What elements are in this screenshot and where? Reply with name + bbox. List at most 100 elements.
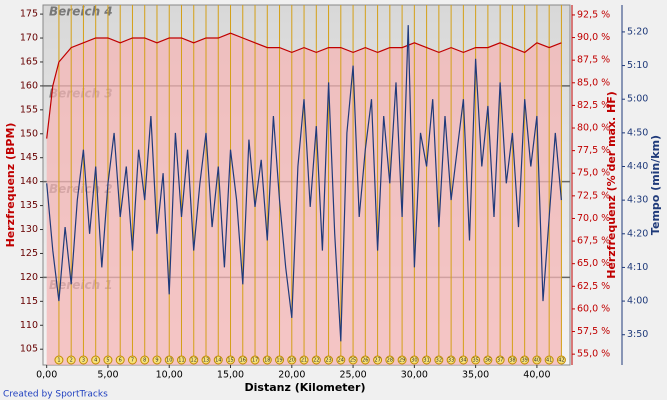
lap-label: 2 xyxy=(70,358,73,364)
x-tick-label: 0,00 xyxy=(36,370,57,381)
lap-label: 24 xyxy=(338,358,344,364)
y2-tick-label: 67,5 % xyxy=(577,236,610,247)
lap-marker xyxy=(458,355,468,365)
lap-label: 42 xyxy=(558,358,564,364)
y-tick-label: 140 xyxy=(20,176,38,187)
lap-marker xyxy=(483,355,493,365)
lap-label: 18 xyxy=(264,358,270,364)
lap-marker xyxy=(507,355,517,365)
lap-label: 9 xyxy=(155,358,158,364)
lap-marker xyxy=(446,355,456,365)
lap-marker xyxy=(78,355,88,365)
lap-label: 13 xyxy=(203,358,209,364)
lap-marker xyxy=(176,355,186,365)
lap-label: 16 xyxy=(240,358,246,364)
lap-label: 3 xyxy=(82,358,85,364)
y2-tick-label: 65,0 % xyxy=(577,258,610,269)
x-tick-label: 20,00 xyxy=(278,370,305,381)
lap-label: 39 xyxy=(521,358,527,364)
lap-marker xyxy=(164,355,174,365)
lap-label: 21 xyxy=(301,358,307,364)
lap-label: 40 xyxy=(534,358,540,364)
lap-marker xyxy=(66,355,76,365)
y3-tick-label: 5:10 xyxy=(627,60,648,71)
y2-tick-label: 92,5 % xyxy=(577,9,610,20)
lap-marker xyxy=(348,355,358,365)
lap-marker xyxy=(422,355,432,365)
y3-tick-label: 4:30 xyxy=(627,195,648,206)
lap-marker xyxy=(152,355,162,365)
y2-tick-label: 82,5 % xyxy=(577,100,610,111)
y3-tick-label: 5:00 xyxy=(627,94,648,105)
y2-tick-label: 55,0 % xyxy=(577,349,610,360)
y2-axis-title: Herzfrequenz (% der max. HF) xyxy=(605,91,618,279)
lap-marker xyxy=(91,355,101,365)
y-axis-title: Herzfrequenz (BPM) xyxy=(4,123,17,248)
lap-label: 27 xyxy=(374,358,380,364)
lap-marker xyxy=(226,355,236,365)
y-tick-label: 125 xyxy=(20,248,38,259)
lap-marker xyxy=(103,355,113,365)
y-tick-label: 150 xyxy=(20,128,38,139)
y2-tick-label: 70,0 % xyxy=(577,213,610,224)
y-tick-label: 165 xyxy=(20,56,38,67)
lap-marker xyxy=(471,355,481,365)
y2-tick-label: 90,0 % xyxy=(577,32,610,43)
lap-label: 37 xyxy=(497,358,503,364)
y3-tick-label: 4:40 xyxy=(627,161,648,172)
lap-marker xyxy=(213,355,223,365)
lap-label: 6 xyxy=(119,358,122,364)
lap-marker xyxy=(262,355,272,365)
lap-label: 29 xyxy=(399,358,405,364)
lap-marker xyxy=(299,355,309,365)
y3-tick-label: 4:00 xyxy=(627,296,648,307)
y2-tick-label: 75,0 % xyxy=(577,168,610,179)
y2-tick-label: 80,0 % xyxy=(577,123,610,134)
lap-label: 41 xyxy=(546,358,552,364)
lap-label: 12 xyxy=(191,358,197,364)
lap-marker xyxy=(250,355,260,365)
lap-label: 15 xyxy=(227,358,233,364)
lap-label: 33 xyxy=(448,358,454,364)
lap-label: 20 xyxy=(289,358,295,364)
y-tick-label: 155 xyxy=(20,104,38,115)
lap-marker xyxy=(324,355,334,365)
lap-label: 22 xyxy=(313,358,319,364)
lap-marker xyxy=(115,355,125,365)
zone-label: Bereich 4 xyxy=(49,5,113,19)
lap-marker xyxy=(373,355,383,365)
lap-marker xyxy=(360,355,370,365)
y-tick-label: 145 xyxy=(20,152,38,163)
lap-marker xyxy=(434,355,444,365)
lap-marker xyxy=(495,355,505,365)
pace-line xyxy=(46,25,562,342)
y3-axis-title: Tempo (min/km) xyxy=(649,135,662,235)
lap-label: 5 xyxy=(106,358,109,364)
lap-label: 19 xyxy=(276,358,282,364)
x-tick-label: 5,00 xyxy=(97,370,118,381)
x-tick-label: 25,00 xyxy=(339,370,366,381)
lap-marker xyxy=(238,355,248,365)
y-tick-label: 175 xyxy=(20,9,38,20)
lap-marker xyxy=(532,355,542,365)
y2-tick-label: 60,0 % xyxy=(577,303,610,314)
x-tick-label: 35,00 xyxy=(462,370,489,381)
y3-tick-label: 4:50 xyxy=(627,127,648,138)
y-tick-label: 135 xyxy=(20,200,38,211)
y3-tick-label: 4:20 xyxy=(627,228,648,239)
lap-label: 28 xyxy=(387,358,393,364)
lap-label: 25 xyxy=(350,358,356,364)
lap-marker xyxy=(54,355,64,365)
lap-marker xyxy=(385,355,395,365)
x-tick-label: 30,00 xyxy=(401,370,428,381)
lap-label: 31 xyxy=(423,358,429,364)
y2-tick-label: 85,0 % xyxy=(577,77,610,88)
lap-label: 35 xyxy=(472,358,478,364)
lap-label: 14 xyxy=(215,358,221,364)
lap-marker xyxy=(336,355,346,365)
lap-label: 34 xyxy=(460,358,466,364)
lap-marker xyxy=(409,355,419,365)
lap-marker xyxy=(556,355,566,365)
y2-tick-label: 72,5 % xyxy=(577,190,610,201)
